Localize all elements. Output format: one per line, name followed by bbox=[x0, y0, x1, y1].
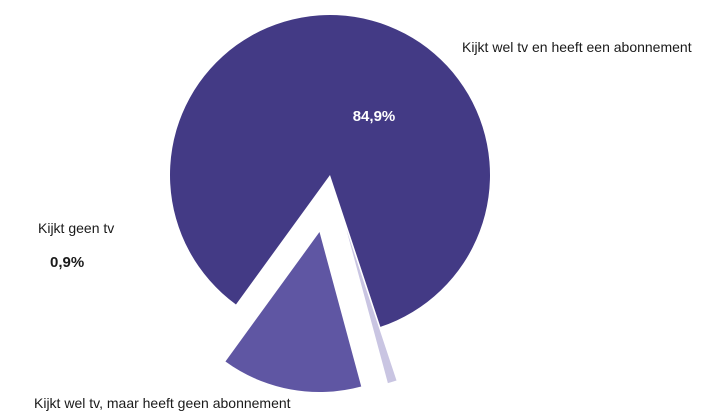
slice-label-geen-abonnement: Kijkt wel tv, maar heeft geen abonnement bbox=[34, 395, 291, 411]
slice-label-geen-tv: Kijkt geen tv bbox=[38, 220, 114, 236]
slice-value-abonnement: 84,9% bbox=[353, 108, 396, 125]
slice-value-geen-abonnement: 14,2% bbox=[177, 293, 220, 310]
slice-label-abonnement: Kijkt wel tv en heeft een abonnement bbox=[462, 39, 692, 55]
pie-slice-geen-tv bbox=[346, 228, 397, 384]
pie-slice-geen-abonnement bbox=[225, 232, 362, 393]
slice-value-geen-tv: 0,9% bbox=[50, 254, 84, 271]
pie-slice-abonnement bbox=[170, 15, 491, 327]
